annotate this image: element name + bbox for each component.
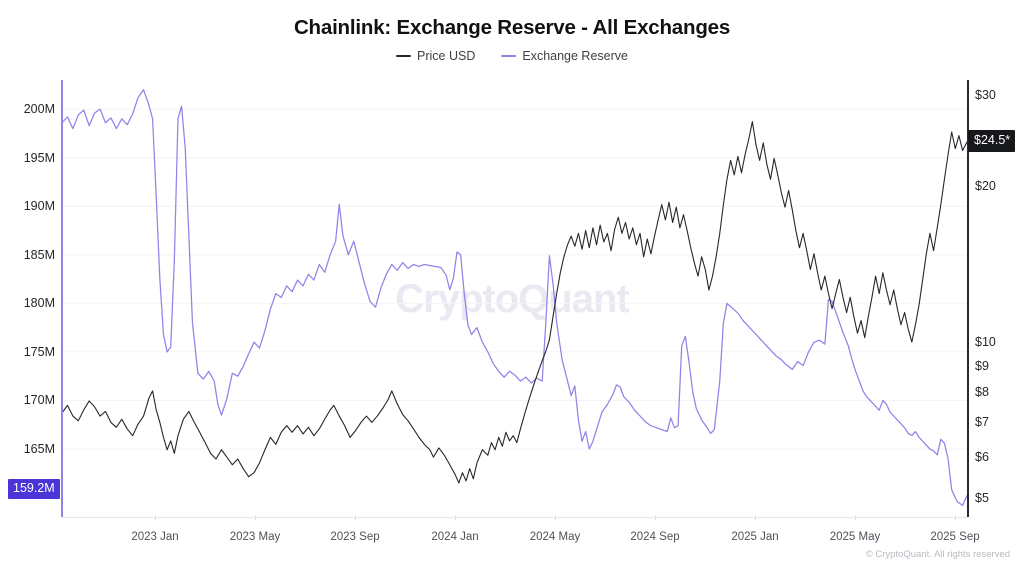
y-axis-right-tick-label: $6 [975,450,989,465]
x-axis-tick-label: 2025 Jan [731,531,779,543]
y-axis-left-tick-label: 165M [23,442,55,457]
x-axis-tick-label: 2025 May [829,531,881,543]
x-axis-tick-label: 2025 Sep [930,531,980,543]
y-axis-right-line [967,80,969,517]
y-axis-left-tick-label: 180M [23,296,55,311]
legend-item-exchange-reserve[interactable]: Exchange Reserve [501,49,628,63]
y-axis-right-tick-label: $8 [975,385,989,400]
y-axis-left-tick-label: 175M [23,344,55,359]
legend-swatch-price-usd [396,55,412,57]
y-axis-right-tick-label: $5 [975,491,989,506]
y-axis-right-tick-label: $7 [975,415,989,430]
x-axis-tick-label: 2024 May [529,531,581,543]
x-axis-tick-label: 2023 Jan [131,531,179,543]
y-axis-right-tick-label: $20 [975,178,996,193]
gridlines [62,108,968,450]
series-line-exchange-reserve [62,89,968,506]
y-axis-left-tick-label: 185M [23,247,55,262]
chart-svg [62,89,968,506]
status-badge-price-usd: $24.5* [968,130,1016,152]
legend-label-exchange-reserve: Exchange Reserve [522,49,628,63]
y-axis-left: 200M 195M 190M 185M 180M 175M 170M 165M [0,0,55,576]
chart-legend: Price USD Exchange Reserve [0,49,1024,63]
legend-swatch-exchange-reserve [501,55,517,57]
plot-area[interactable] [62,80,968,517]
y-axis-right: $30 $20 $10 $9 $8 $7 $6 $5 [975,0,1024,576]
x-axis-tick-label: 2023 Sep [330,531,380,543]
y-axis-right-tick-label: $10 [975,335,996,350]
legend-label-price-usd: Price USD [417,49,476,63]
copyright-notice: © CryptoQuant. All rights reserved [865,549,1010,560]
status-badge-exchange-reserve: 159.2M [8,479,60,499]
y-axis-left-tick-label: 170M [23,393,55,408]
legend-item-price-usd[interactable]: Price USD [396,49,475,63]
series-line-price-usd [62,121,968,484]
y-axis-right-tick-label: $30 [975,87,996,102]
y-axis-left-line [61,80,63,517]
y-axis-left-tick-label: 200M [23,102,55,117]
x-axis-tick-label: 2023 May [229,531,281,543]
x-axis-tick-label: 2024 Jan [431,531,479,543]
x-axis-tick-label: 2024 Sep [630,531,680,543]
page-title: Chainlink: Exchange Reserve - All Exchan… [293,16,731,39]
y-axis-right-tick-label: $9 [975,358,989,373]
x-axis-line [62,517,968,518]
y-axis-left-tick-label: 190M [23,199,55,214]
y-axis-left-tick-label: 195M [23,150,55,165]
